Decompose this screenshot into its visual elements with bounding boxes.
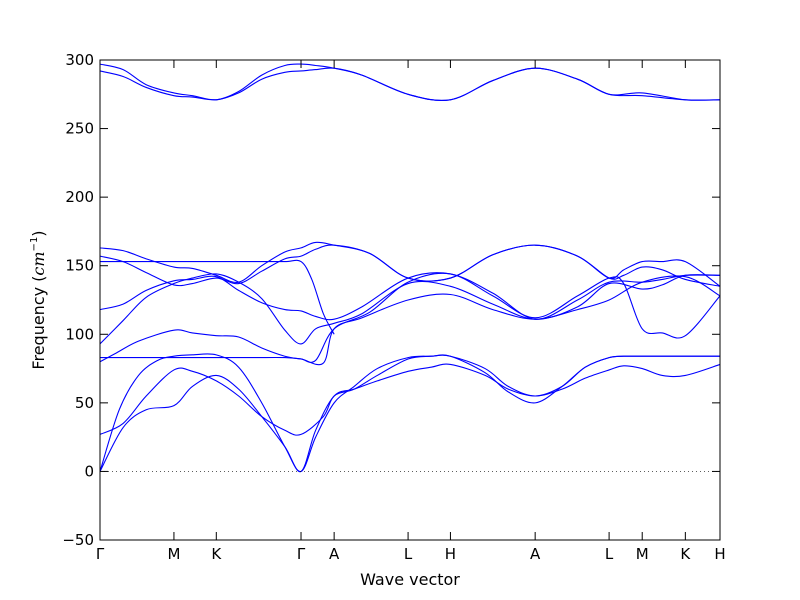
band-3: [99, 354, 720, 436]
x-tick-label: K: [211, 545, 222, 563]
y-axis-label-close: ): [29, 230, 48, 236]
band-10: [100, 259, 335, 335]
x-axis-label: Wave vector: [360, 570, 460, 589]
y-axis-label-exponent: −1: [29, 237, 40, 252]
y-tick-label: −50: [62, 531, 94, 549]
bands-group: [99, 63, 721, 473]
x-tick-label: A: [530, 545, 541, 563]
x-tick-label: L: [404, 545, 413, 563]
x-tick-label: M: [167, 545, 180, 563]
y-tick-label: 50: [75, 394, 94, 412]
band-9: [99, 241, 721, 287]
y-axis-label: Frequency (cm−1): [29, 230, 48, 369]
band-2: [99, 363, 721, 473]
y-tick-label: 150: [65, 257, 94, 275]
band-12: [99, 67, 721, 102]
y-axis: −50 0 50 100 150 200 250 300: [62, 51, 720, 549]
y-axis-label-text: Frequency (: [29, 276, 48, 370]
x-tick-label: M: [636, 545, 649, 563]
band-5: [99, 272, 721, 363]
x-tick-label: Γ: [297, 545, 306, 563]
y-tick-label: 300: [65, 51, 94, 69]
y-tick-label: 200: [65, 188, 94, 206]
x-tick-label: K: [680, 545, 691, 563]
plot-frame: [99, 59, 721, 541]
y-tick-label: 0: [84, 462, 94, 480]
y-axis-label-unit: cm: [29, 251, 48, 275]
x-tick-label: Γ: [96, 545, 105, 563]
x-tick-label: A: [329, 545, 340, 563]
y-tick-label: 250: [65, 120, 94, 138]
band-7: [99, 272, 721, 321]
x-tick-label: H: [714, 545, 725, 563]
x-tick-label: H: [445, 545, 456, 563]
band-8: [99, 244, 721, 287]
y-tick-label: 100: [65, 325, 94, 343]
x-tick-label: L: [605, 545, 614, 563]
